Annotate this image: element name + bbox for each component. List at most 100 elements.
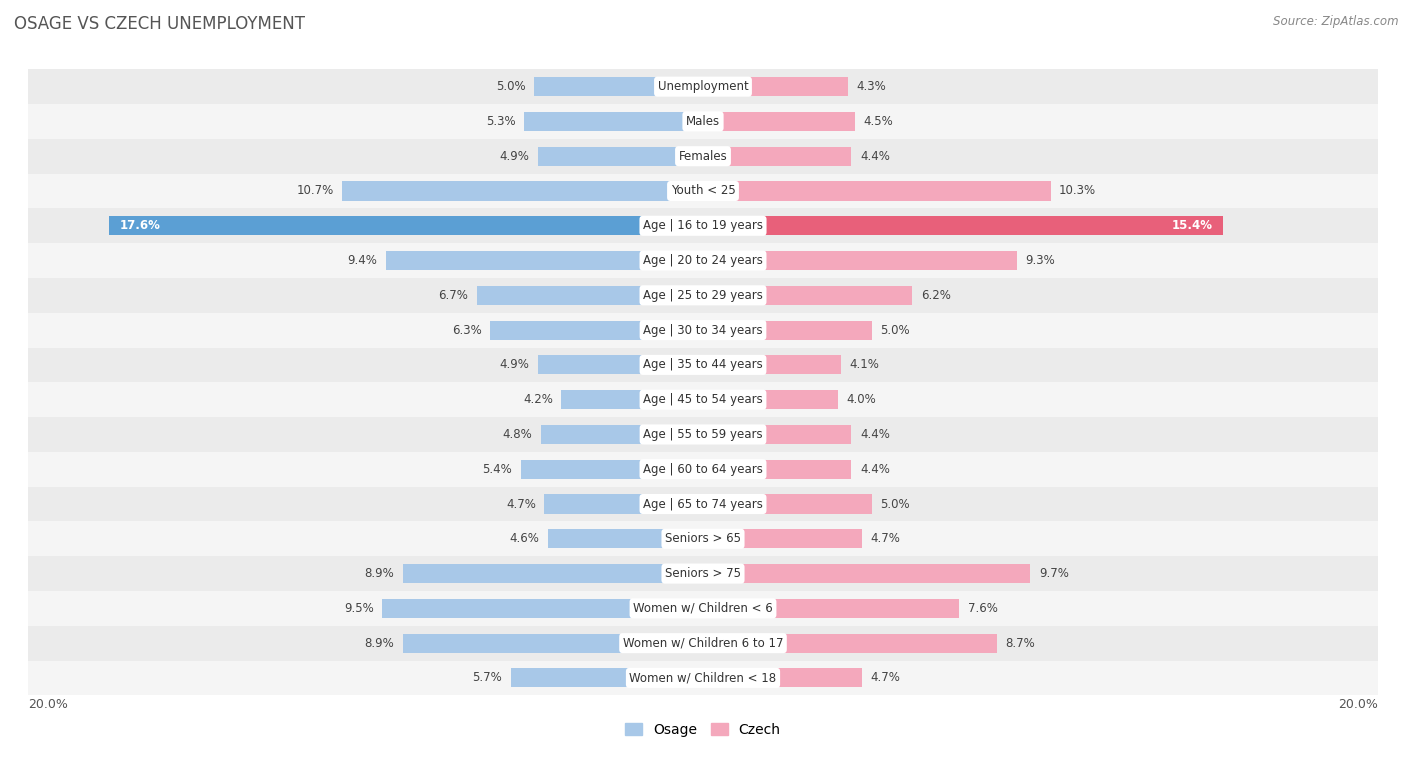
Bar xyxy=(703,182,1050,201)
Text: Seniors > 75: Seniors > 75 xyxy=(665,567,741,580)
Bar xyxy=(28,139,1378,173)
Text: 5.0%: 5.0% xyxy=(496,80,526,93)
Text: 5.4%: 5.4% xyxy=(482,463,512,475)
Text: 4.9%: 4.9% xyxy=(499,150,529,163)
Text: Age | 25 to 29 years: Age | 25 to 29 years xyxy=(643,289,763,302)
Bar xyxy=(520,459,703,479)
Bar xyxy=(385,251,703,270)
Bar xyxy=(510,668,703,687)
Text: 4.9%: 4.9% xyxy=(499,358,529,372)
Bar xyxy=(28,382,1378,417)
Text: 5.7%: 5.7% xyxy=(472,671,502,684)
Bar xyxy=(402,564,703,583)
Bar xyxy=(703,494,872,513)
Text: 9.7%: 9.7% xyxy=(1039,567,1069,580)
Text: 4.4%: 4.4% xyxy=(860,150,890,163)
Bar xyxy=(402,634,703,653)
Text: 4.8%: 4.8% xyxy=(503,428,533,441)
Text: 4.7%: 4.7% xyxy=(506,497,536,510)
Bar xyxy=(703,425,852,444)
Text: Age | 65 to 74 years: Age | 65 to 74 years xyxy=(643,497,763,510)
Text: Seniors > 65: Seniors > 65 xyxy=(665,532,741,545)
Bar xyxy=(537,355,703,375)
Text: 4.7%: 4.7% xyxy=(870,532,900,545)
Text: Age | 45 to 54 years: Age | 45 to 54 years xyxy=(643,393,763,407)
Text: 20.0%: 20.0% xyxy=(1339,697,1378,711)
Text: Women w/ Children < 18: Women w/ Children < 18 xyxy=(630,671,776,684)
Bar xyxy=(28,313,1378,347)
Text: 5.0%: 5.0% xyxy=(880,497,910,510)
Bar xyxy=(524,112,703,131)
Text: 8.9%: 8.9% xyxy=(364,637,394,650)
Text: 5.0%: 5.0% xyxy=(880,323,910,337)
Bar xyxy=(28,104,1378,139)
Bar xyxy=(110,217,703,235)
Text: 9.4%: 9.4% xyxy=(347,254,377,267)
Bar xyxy=(703,320,872,340)
Text: OSAGE VS CZECH UNEMPLOYMENT: OSAGE VS CZECH UNEMPLOYMENT xyxy=(14,15,305,33)
Bar xyxy=(28,417,1378,452)
Text: 6.3%: 6.3% xyxy=(453,323,482,337)
Text: 8.7%: 8.7% xyxy=(1005,637,1035,650)
Text: 6.7%: 6.7% xyxy=(439,289,468,302)
Bar xyxy=(703,668,862,687)
Text: Age | 60 to 64 years: Age | 60 to 64 years xyxy=(643,463,763,475)
Bar xyxy=(28,278,1378,313)
Text: Youth < 25: Youth < 25 xyxy=(671,185,735,198)
Bar xyxy=(548,529,703,548)
Bar xyxy=(28,661,1378,696)
Bar xyxy=(703,459,852,479)
Bar xyxy=(703,564,1031,583)
Text: 10.7%: 10.7% xyxy=(297,185,333,198)
Text: Age | 16 to 19 years: Age | 16 to 19 years xyxy=(643,220,763,232)
Text: 7.6%: 7.6% xyxy=(967,602,998,615)
Bar xyxy=(28,347,1378,382)
Bar xyxy=(561,390,703,410)
Bar xyxy=(477,286,703,305)
Bar xyxy=(537,147,703,166)
Bar xyxy=(703,634,997,653)
Bar xyxy=(28,626,1378,661)
Bar xyxy=(703,286,912,305)
Legend: Osage, Czech: Osage, Czech xyxy=(620,717,786,742)
Text: Women w/ Children < 6: Women w/ Children < 6 xyxy=(633,602,773,615)
Bar xyxy=(703,390,838,410)
Bar xyxy=(28,208,1378,243)
Text: 4.4%: 4.4% xyxy=(860,463,890,475)
Text: Age | 35 to 44 years: Age | 35 to 44 years xyxy=(643,358,763,372)
Bar xyxy=(382,599,703,618)
Text: Males: Males xyxy=(686,115,720,128)
Text: 4.5%: 4.5% xyxy=(863,115,893,128)
Bar xyxy=(541,425,703,444)
Text: 5.3%: 5.3% xyxy=(486,115,516,128)
Bar xyxy=(28,173,1378,208)
Text: Age | 20 to 24 years: Age | 20 to 24 years xyxy=(643,254,763,267)
Bar xyxy=(28,487,1378,522)
Bar xyxy=(28,452,1378,487)
Text: 4.4%: 4.4% xyxy=(860,428,890,441)
Text: Women w/ Children 6 to 17: Women w/ Children 6 to 17 xyxy=(623,637,783,650)
Text: 9.3%: 9.3% xyxy=(1025,254,1054,267)
Bar xyxy=(703,355,841,375)
Bar xyxy=(703,251,1017,270)
Bar xyxy=(703,112,855,131)
Text: 4.2%: 4.2% xyxy=(523,393,553,407)
Text: 17.6%: 17.6% xyxy=(120,220,160,232)
Bar xyxy=(703,217,1223,235)
Text: 8.9%: 8.9% xyxy=(364,567,394,580)
Bar xyxy=(342,182,703,201)
Text: 10.3%: 10.3% xyxy=(1059,185,1097,198)
Bar xyxy=(703,529,862,548)
Text: 4.0%: 4.0% xyxy=(846,393,876,407)
Bar xyxy=(703,599,959,618)
Text: Unemployment: Unemployment xyxy=(658,80,748,93)
Text: Age | 30 to 34 years: Age | 30 to 34 years xyxy=(643,323,763,337)
Text: 4.6%: 4.6% xyxy=(509,532,540,545)
Text: Age | 55 to 59 years: Age | 55 to 59 years xyxy=(643,428,763,441)
Text: 9.5%: 9.5% xyxy=(344,602,374,615)
Text: 4.1%: 4.1% xyxy=(849,358,880,372)
Text: 4.7%: 4.7% xyxy=(870,671,900,684)
Text: Females: Females xyxy=(679,150,727,163)
Text: 20.0%: 20.0% xyxy=(28,697,67,711)
Bar xyxy=(28,522,1378,556)
